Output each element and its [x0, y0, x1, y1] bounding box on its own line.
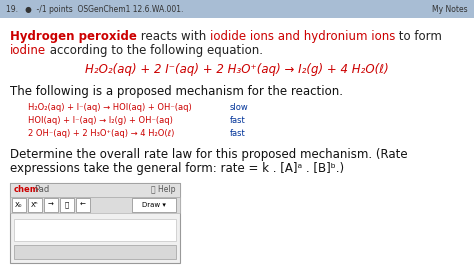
Text: The following is a proposed mechanism for the reaction.: The following is a proposed mechanism fo… — [10, 85, 343, 98]
Text: Hydrogen peroxide: Hydrogen peroxide — [10, 30, 137, 43]
Text: 2 OH⁻(aq) + 2 H₃O⁺(aq) → 4 H₂O(ℓ): 2 OH⁻(aq) + 2 H₃O⁺(aq) → 4 H₂O(ℓ) — [28, 129, 174, 138]
Text: expressions take the general form: rate = k . [A]ᵃ . [B]ᵇ.): expressions take the general form: rate … — [10, 162, 344, 175]
Bar — [132, 198, 176, 212]
Text: Draw ▾: Draw ▾ — [142, 202, 166, 208]
Text: H₂O₂(aq) + 2 I⁻(aq) + 2 H₃O⁺(aq) → I₂(g) + 4 H₂O(ℓ): H₂O₂(aq) + 2 I⁻(aq) + 2 H₃O⁺(aq) → I₂(g)… — [85, 63, 389, 76]
Text: X₀: X₀ — [15, 202, 23, 208]
Text: →: → — [48, 202, 54, 208]
Bar — [14, 219, 176, 241]
Bar — [10, 197, 180, 213]
Text: fast: fast — [230, 129, 246, 138]
Text: to form: to form — [395, 30, 442, 43]
Text: ←: ← — [80, 202, 86, 208]
Text: 19.   ●  -/1 points  OSGenChem1 12.6.WA.001.: 19. ● -/1 points OSGenChem1 12.6.WA.001. — [6, 4, 183, 13]
Bar — [28, 198, 42, 212]
Bar — [60, 198, 74, 212]
Text: fast: fast — [230, 116, 246, 125]
Bar — [0, 0, 474, 18]
Bar — [10, 183, 180, 263]
Text: My Notes: My Notes — [432, 4, 468, 13]
Text: slow: slow — [230, 103, 249, 112]
Text: ⭡: ⭡ — [65, 202, 69, 208]
Text: ⓘ Help: ⓘ Help — [152, 185, 176, 194]
Text: HOI(aq) + I⁻(aq) → I₂(g) + OH⁻(aq): HOI(aq) + I⁻(aq) → I₂(g) + OH⁻(aq) — [28, 116, 173, 125]
Text: chem: chem — [14, 185, 39, 194]
Text: Determine the overall rate law for this proposed mechanism. (Rate: Determine the overall rate law for this … — [10, 148, 408, 161]
Text: Pad: Pad — [34, 185, 49, 194]
Text: iodine: iodine — [10, 44, 46, 57]
Bar — [44, 198, 58, 212]
Bar — [10, 183, 180, 197]
Bar — [12, 198, 26, 212]
Bar — [14, 245, 176, 259]
Bar — [76, 198, 90, 212]
Text: according to the following equation.: according to the following equation. — [46, 44, 263, 57]
Text: iodide ions and hydronium ions: iodide ions and hydronium ions — [210, 30, 395, 43]
Text: Xⁿ: Xⁿ — [31, 202, 39, 208]
Text: reacts with: reacts with — [137, 30, 210, 43]
Text: H₂O₂(aq) + I⁻(aq) → HOI(aq) + OH⁻(aq): H₂O₂(aq) + I⁻(aq) → HOI(aq) + OH⁻(aq) — [28, 103, 192, 112]
